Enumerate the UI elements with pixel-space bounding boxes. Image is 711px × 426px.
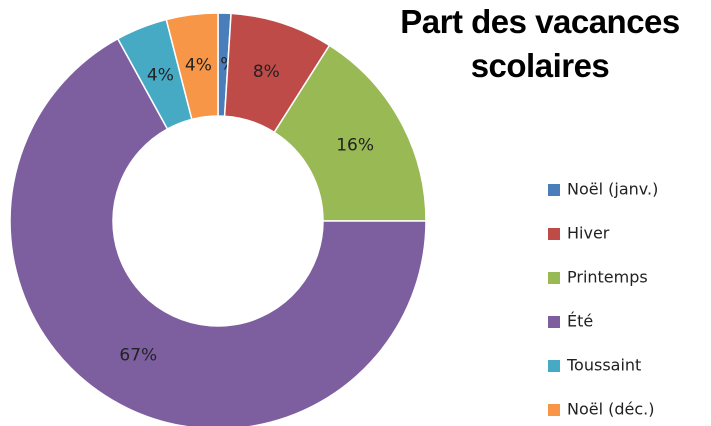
legend-swatch bbox=[548, 228, 560, 240]
legend-swatch bbox=[548, 360, 560, 372]
legend-swatch bbox=[548, 184, 560, 196]
data-label: 8% bbox=[253, 62, 280, 82]
legend-label: Noël (janv.) bbox=[567, 180, 658, 199]
legend-label: Noël (déc.) bbox=[567, 400, 655, 419]
chart-title: Part des vacances scolaires bbox=[400, 3, 680, 84]
legend-label: Printemps bbox=[567, 268, 648, 287]
legend-swatch bbox=[548, 404, 560, 416]
donut-slice bbox=[9, 37, 427, 426]
legend-swatch bbox=[548, 272, 560, 284]
legend-label: Été bbox=[567, 312, 593, 331]
legend-swatch bbox=[548, 316, 560, 328]
data-label: 16% bbox=[336, 136, 374, 156]
data-label: 67% bbox=[119, 346, 157, 366]
legend-label: Toussaint bbox=[566, 356, 641, 375]
donut-slice bbox=[165, 12, 219, 121]
legend-label: Hiver bbox=[567, 224, 610, 243]
data-label: 4% bbox=[147, 65, 174, 85]
donut-slice bbox=[273, 44, 427, 222]
data-label: 4% bbox=[185, 56, 212, 76]
